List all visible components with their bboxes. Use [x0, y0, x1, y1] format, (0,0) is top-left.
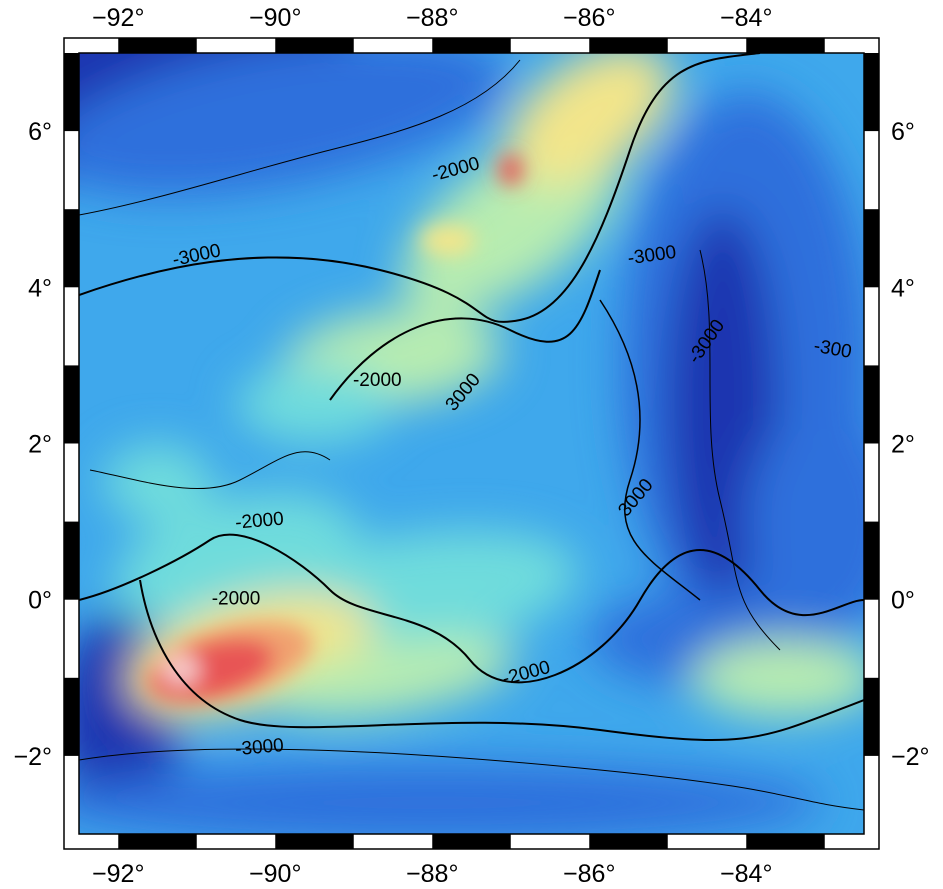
lon-label-bottom: −86° — [563, 860, 615, 888]
frame-segment — [864, 521, 879, 600]
contour-label: -2000 — [212, 589, 261, 610]
lon-label-top: −92° — [92, 4, 144, 32]
lat-label-right: 6° — [891, 118, 915, 146]
contour-line — [699, 249, 781, 651]
bathymetry-grid — [79, 53, 864, 834]
lat-label-left: 2° — [28, 431, 52, 459]
frame-segment — [64, 365, 79, 444]
lon-label-bottom: −92° — [92, 860, 144, 888]
lon-label-top: −86° — [563, 4, 615, 32]
axis-tick-labels: −92° −92° −90° −90° −88° −88° −86° −86° −84° −84°… — [13, 4, 929, 888]
lon-label-bottom: −88° — [406, 860, 458, 888]
frame-segment — [64, 521, 79, 600]
lat-label-right: −2° — [891, 743, 930, 771]
lat-label-right: 0° — [891, 587, 915, 615]
frame-segment — [275, 38, 354, 53]
frame-segment — [432, 38, 511, 53]
depth-blob — [746, 404, 864, 639]
depth-blob — [498, 154, 523, 186]
frame-segment — [589, 38, 668, 53]
contour-label: -3000 — [234, 735, 284, 760]
contour-line — [79, 59, 521, 216]
contour-line — [329, 269, 601, 401]
frame-segment — [64, 53, 79, 132]
lon-label-bottom: −90° — [249, 860, 301, 888]
lat-label-right: 2° — [891, 431, 915, 459]
map-frame — [63, 37, 880, 850]
depth-blob — [102, 443, 213, 522]
depth-blob — [505, 53, 673, 186]
contour-label: -2000 — [234, 509, 284, 534]
field-highs — [144, 154, 523, 703]
frame-segment — [864, 209, 879, 288]
frame-segment — [64, 677, 79, 756]
lat-label-left: 6° — [28, 118, 52, 146]
lon-label-bottom: −84° — [720, 860, 772, 888]
depth-blob — [269, 636, 517, 719]
frame-segment — [864, 53, 879, 132]
depth-blob — [79, 763, 825, 834]
depth-blob — [79, 53, 508, 196]
depth-blob — [236, 365, 393, 444]
frame-segment — [589, 834, 668, 849]
frame-segment — [864, 677, 879, 756]
contour-line — [79, 53, 761, 323]
frame-segment — [864, 365, 879, 444]
lat-label-left: 4° — [28, 274, 52, 302]
contour-line — [79, 533, 864, 684]
frame-segment — [118, 834, 197, 849]
contour-label: -2000 — [353, 370, 402, 391]
lon-label-top: −90° — [249, 4, 301, 32]
frame-segment — [432, 834, 511, 849]
depth-blob — [420, 224, 476, 257]
lat-label-left: −2° — [13, 743, 52, 771]
lon-label-top: −84° — [720, 4, 772, 32]
contour-lines — [79, 53, 864, 811]
contour-line — [139, 579, 864, 741]
frame-segment — [64, 209, 79, 288]
depth-blob — [691, 638, 864, 717]
depth-blob — [161, 654, 201, 686]
contour-line — [79, 748, 864, 811]
frame-segment — [746, 834, 825, 849]
contour-line — [89, 451, 331, 490]
frame-segment — [275, 834, 354, 849]
frame-segment — [118, 38, 197, 53]
lat-label-right: 4° — [891, 274, 915, 302]
frame-segment — [746, 38, 825, 53]
contour-line — [599, 299, 701, 601]
lat-label-left: 0° — [28, 587, 52, 615]
lon-label-top: −88° — [406, 4, 458, 32]
